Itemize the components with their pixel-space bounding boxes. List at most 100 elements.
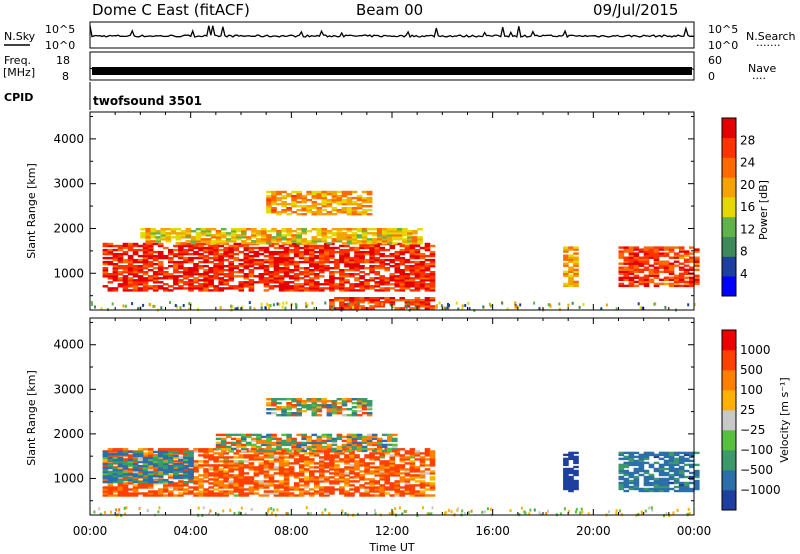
power-cell: [678, 278, 685, 281]
velocity-cell: [178, 464, 184, 468]
power-cell: [205, 228, 212, 231]
velocity-cell: [316, 406, 323, 409]
power-cell: [336, 194, 343, 198]
velocity-cell: [215, 445, 222, 449]
velocity-cell: [694, 485, 700, 489]
power-cell: [309, 254, 315, 258]
velocity-cell: [648, 451, 655, 455]
power-cell: [286, 232, 292, 235]
velocity-cell: [306, 408, 312, 411]
velocity-cell: [329, 454, 335, 457]
velocity-cell: [288, 472, 295, 475]
velocity-cell: [271, 447, 277, 451]
power-cell: [296, 200, 302, 204]
power-cell: [429, 299, 436, 302]
power-cell: [324, 258, 330, 262]
power-cell: [364, 273, 370, 276]
power-cell: [233, 287, 240, 290]
power-cell: [615, 307, 618, 311]
power-cell: [286, 209, 292, 212]
power-cell: [653, 270, 660, 273]
power-cell: [369, 265, 375, 268]
power-cell: [346, 234, 353, 237]
power-cell: [268, 254, 275, 258]
power-cell: [369, 279, 375, 282]
velocity-cell: [392, 443, 398, 447]
power-cell: [359, 244, 365, 248]
velocity-cell: [429, 454, 436, 457]
velocity-cell: [364, 490, 370, 493]
velocity-cell: [132, 454, 139, 458]
velocity-cell: [329, 488, 335, 491]
power-cell: [303, 287, 310, 290]
velocity-cell: [563, 469, 569, 473]
velocity-cell: [168, 484, 174, 487]
power-cell: [228, 265, 234, 268]
power-cell: [349, 283, 355, 286]
power-cell: [374, 303, 380, 306]
power-cell: [658, 254, 665, 257]
power-cell: [623, 248, 630, 251]
power-cell: [157, 256, 164, 260]
power-cell: [384, 301, 390, 304]
velocity-cell: [563, 471, 569, 475]
velocity-cell: [183, 468, 189, 471]
velocity-cell: [366, 433, 373, 437]
nsky-tick-top: 10^5: [45, 23, 75, 36]
velocity-cell: [394, 472, 401, 475]
velocity-cell: [689, 455, 695, 459]
velocity-cell: [374, 468, 380, 471]
velocity-cell: [379, 472, 385, 475]
velocity-cell: [429, 478, 436, 481]
velocity-cell: [278, 470, 285, 473]
velocity-cell: [379, 466, 385, 469]
power-cell: [203, 269, 209, 272]
power-cell: [253, 307, 256, 311]
power-cell: [371, 242, 378, 245]
power-cell: [208, 283, 214, 286]
power-cell: [303, 246, 310, 250]
power-cell: [658, 262, 665, 265]
power-cell: [293, 269, 300, 272]
velocity-cell: [341, 443, 348, 447]
velocity-cell: [248, 476, 255, 479]
power-cell: [208, 289, 214, 292]
power-cell: [319, 248, 325, 252]
velocity-cell: [178, 462, 184, 466]
power-cell: [309, 250, 315, 254]
power-cell: [399, 275, 406, 278]
velocity-cell: [152, 494, 159, 497]
velocity-cell: [663, 487, 670, 491]
velocity-cell: [369, 490, 375, 493]
velocity-cell: [573, 459, 579, 463]
power-cell: [389, 299, 396, 302]
power-cell: [314, 254, 320, 258]
power-cell: [263, 265, 270, 268]
power-cell: [326, 192, 333, 196]
velocity-cell: [374, 472, 380, 475]
velocity-cell: [306, 511, 309, 515]
power-cell: [399, 283, 406, 286]
power-cell: [137, 269, 144, 272]
velocity-cell: [426, 512, 429, 516]
velocity-cell: [208, 482, 214, 485]
velocity-cell: [683, 487, 690, 491]
power-cell: [628, 268, 635, 271]
power-cell: [354, 252, 360, 256]
power-cell: [668, 268, 675, 271]
power-cell: [578, 305, 581, 309]
velocity-cell: [271, 404, 277, 407]
power-cell: [179, 306, 182, 310]
velocity-cell: [326, 439, 333, 443]
power-cell: [689, 268, 695, 271]
velocity-cell: [653, 489, 660, 493]
velocity-cell: [188, 452, 194, 456]
velocity-cell: [193, 476, 199, 479]
velocity-cell: [281, 410, 287, 413]
power-cell: [278, 283, 285, 286]
velocity-cell: [147, 486, 154, 489]
velocity-cell: [673, 463, 680, 467]
power-cell: [152, 263, 159, 266]
velocity-cell: [233, 490, 240, 493]
